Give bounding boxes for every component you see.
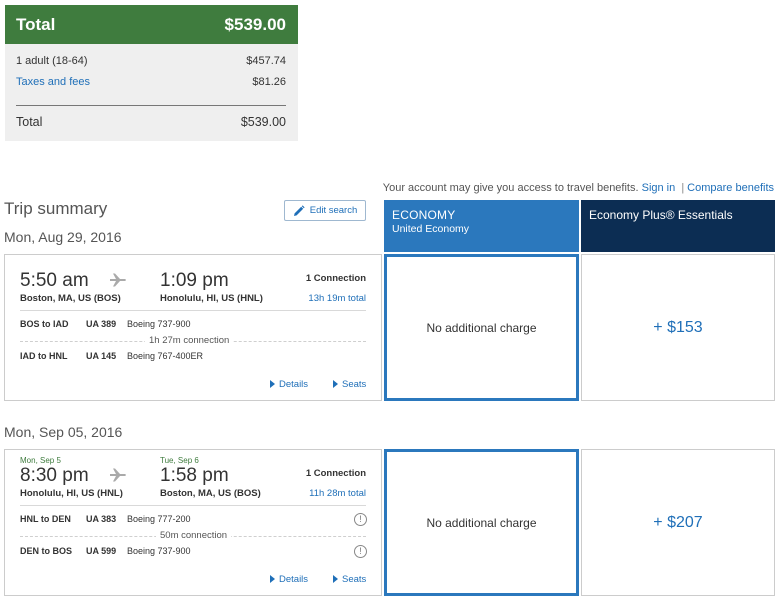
fare-price: + $207 bbox=[653, 513, 703, 531]
departure-day: Mon, Sep 5 bbox=[20, 456, 61, 465]
total-duration: 13h 19m total bbox=[308, 293, 366, 304]
fare-label: No additional charge bbox=[426, 515, 537, 530]
seats-label: Seats bbox=[342, 379, 367, 390]
price-row-label: 1 adult (18-64) bbox=[16, 55, 88, 67]
fare-price: + $153 bbox=[653, 318, 703, 336]
economy-column-header: ECONOMY United Economy bbox=[384, 200, 579, 252]
edit-search-label: Edit search bbox=[309, 205, 358, 216]
info-icon[interactable]: ! bbox=[354, 513, 367, 526]
return-economy-plus-fare[interactable]: + $207 bbox=[581, 449, 775, 596]
departure-time: 5:50 am bbox=[20, 270, 89, 291]
economy-subtitle: United Economy bbox=[392, 223, 470, 235]
caret-right-icon bbox=[333, 575, 338, 583]
arrival-city: Boston, MA, US (BOS) bbox=[160, 488, 261, 499]
airplane-icon bbox=[110, 468, 126, 482]
price-divider bbox=[16, 105, 286, 106]
details-link[interactable]: Details bbox=[270, 574, 308, 585]
return-date: Mon, Sep 05, 2016 bbox=[4, 424, 123, 440]
segment-route-label: HNL to DEN bbox=[20, 514, 71, 524]
details-label: Details bbox=[279, 574, 309, 585]
price-total-row: Total $539.00 bbox=[16, 115, 286, 129]
price-row-amount: $457.74 bbox=[246, 55, 286, 67]
segment-aircraft: Boeing 767-400ER bbox=[127, 351, 204, 361]
arrival-time: 1:09 pm bbox=[160, 270, 229, 291]
outbound-economy-plus-fare[interactable]: + $153 bbox=[581, 254, 775, 401]
benefits-bar: Your account may give you access to trav… bbox=[383, 182, 774, 194]
return-economy-fare[interactable]: No additional charge bbox=[384, 449, 579, 596]
arrival-time: 1:58 pm bbox=[160, 465, 229, 486]
price-header-label: Total bbox=[16, 14, 56, 34]
outbound-date: Mon, Aug 29, 2016 bbox=[4, 229, 122, 245]
segment-flight-number: UA 389 bbox=[86, 319, 117, 329]
economy-title: ECONOMY bbox=[392, 208, 456, 222]
card-divider bbox=[20, 310, 366, 311]
connections-count: 1 Connection bbox=[305, 273, 366, 284]
card-divider bbox=[20, 505, 366, 506]
segment-route: BOS to IAD bbox=[20, 319, 69, 329]
segment-flight: UA 145 bbox=[86, 351, 116, 361]
compare-benefits-link[interactable]: Compare benefits bbox=[687, 182, 774, 194]
price-summary: Total $539.00 1 adult (18-64) $457.74 Ta… bbox=[5, 5, 298, 141]
price-row-adult: 1 adult (18-64) $457.74 bbox=[16, 55, 286, 67]
segment-flight: UA 389 bbox=[86, 319, 116, 329]
sign-in-link[interactable]: Sign in bbox=[641, 182, 676, 194]
segment-flight: UA 599 bbox=[86, 546, 116, 556]
seats-link[interactable]: Seats bbox=[333, 379, 366, 390]
caret-right-icon bbox=[270, 575, 275, 583]
connections-count: 1 Connection bbox=[305, 468, 366, 479]
segment-aircraft: Boeing 777-200 bbox=[127, 514, 191, 524]
price-total-amount: $539.00 bbox=[240, 115, 286, 129]
edit-search-button[interactable]: Edit search bbox=[284, 200, 366, 221]
segment-route: IAD to HNL bbox=[20, 351, 68, 361]
layover-duration: 1h 27m connection bbox=[145, 335, 234, 346]
economy-plus-title: Economy Plus® Essentials bbox=[589, 208, 733, 222]
price-header-amount: $539.00 bbox=[224, 14, 286, 34]
info-icon[interactable]: ! bbox=[354, 545, 367, 558]
return-flight-card: Mon, Sep 5 Tue, Sep 6 8:30 pm 1:58 pm 1 … bbox=[4, 449, 382, 596]
caret-right-icon bbox=[270, 380, 275, 388]
segment-aircraft: Boeing 737-900 bbox=[127, 546, 191, 556]
economy-plus-column-header: Economy Plus® Essentials bbox=[581, 200, 775, 252]
departure-time: 8:30 pm bbox=[20, 465, 89, 486]
pencil-icon bbox=[293, 204, 305, 216]
arrival-city: Honolulu, HI, US (HNL) bbox=[160, 293, 263, 304]
seats-label: Seats bbox=[342, 574, 367, 585]
arrival-day: Tue, Sep 6 bbox=[160, 456, 199, 465]
seats-link[interactable]: Seats bbox=[333, 574, 366, 585]
outbound-flight-card: 5:50 am 1:09 pm 1 Connection Boston, MA,… bbox=[4, 254, 382, 401]
layover-duration: 50m connection bbox=[156, 530, 232, 541]
segment-route: HNL to DEN bbox=[20, 514, 71, 524]
price-row-taxes: Taxes and fees $81.26 bbox=[16, 76, 286, 88]
caret-right-icon bbox=[333, 380, 338, 388]
price-row-amount: $81.26 bbox=[252, 76, 286, 88]
segment-flight-number: UA 145 bbox=[86, 351, 117, 361]
segment-flight-number: UA 599 bbox=[86, 546, 117, 556]
taxes-and-fees-link[interactable]: Taxes and fees bbox=[16, 76, 90, 88]
benefits-separator: | bbox=[681, 182, 685, 194]
airplane-icon bbox=[110, 273, 126, 287]
details-label: Details bbox=[279, 379, 309, 390]
segment-route-label: IAD to HNL bbox=[20, 351, 68, 361]
departure-city: Honolulu, HI, US (HNL) bbox=[20, 488, 123, 499]
outbound-economy-fare[interactable]: No additional charge bbox=[384, 254, 579, 401]
price-header: Total $539.00 bbox=[5, 5, 298, 44]
segment-flight: UA 383 bbox=[86, 514, 116, 524]
segment-flight-number: UA 383 bbox=[86, 514, 117, 524]
benefits-text: Your account may give you access to trav… bbox=[382, 182, 639, 194]
trip-summary-title: Trip summary bbox=[4, 199, 108, 218]
segment-route: DEN to BOS bbox=[20, 546, 72, 556]
total-duration: 11h 28m total bbox=[309, 488, 366, 499]
segment-route-label: BOS to IAD bbox=[20, 319, 69, 329]
fare-label: No additional charge bbox=[426, 320, 537, 335]
segment-aircraft: Boeing 737-900 bbox=[127, 319, 191, 329]
details-link[interactable]: Details bbox=[270, 379, 308, 390]
price-total-label: Total bbox=[16, 115, 43, 129]
departure-city: Boston, MA, US (BOS) bbox=[20, 293, 121, 304]
segment-route-label: DEN to BOS bbox=[20, 546, 73, 556]
